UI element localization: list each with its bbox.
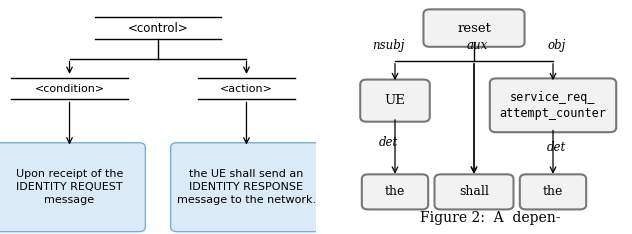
FancyBboxPatch shape (171, 143, 322, 232)
FancyBboxPatch shape (362, 174, 428, 209)
Text: the: the (543, 185, 563, 198)
Text: det: det (379, 136, 398, 149)
Text: Upon receipt of the
IDENTITY REQUEST
message: Upon receipt of the IDENTITY REQUEST mes… (16, 169, 123, 205)
Text: <action>: <action> (220, 84, 273, 94)
Text: nsubj: nsubj (372, 39, 405, 52)
FancyBboxPatch shape (490, 78, 616, 132)
Text: UE: UE (384, 94, 406, 107)
FancyBboxPatch shape (0, 143, 145, 232)
FancyBboxPatch shape (423, 9, 525, 47)
Text: <condition>: <condition> (35, 84, 104, 94)
Text: <control>: <control> (128, 22, 188, 35)
FancyBboxPatch shape (520, 174, 586, 209)
Text: reset: reset (457, 22, 491, 35)
Text: obj: obj (547, 39, 565, 52)
FancyBboxPatch shape (360, 80, 430, 122)
Text: Figure 2:  A  depen-: Figure 2: A depen- (420, 211, 560, 225)
Text: the: the (385, 185, 405, 198)
Text: det: det (547, 141, 566, 154)
FancyBboxPatch shape (435, 174, 513, 209)
Text: shall: shall (459, 185, 489, 198)
Text: service_req_
attempt_counter: service_req_ attempt_counter (499, 91, 607, 120)
Text: the UE shall send an
IDENTITY RESPONSE
message to the network.: the UE shall send an IDENTITY RESPONSE m… (177, 169, 316, 205)
Text: aux: aux (466, 39, 488, 52)
